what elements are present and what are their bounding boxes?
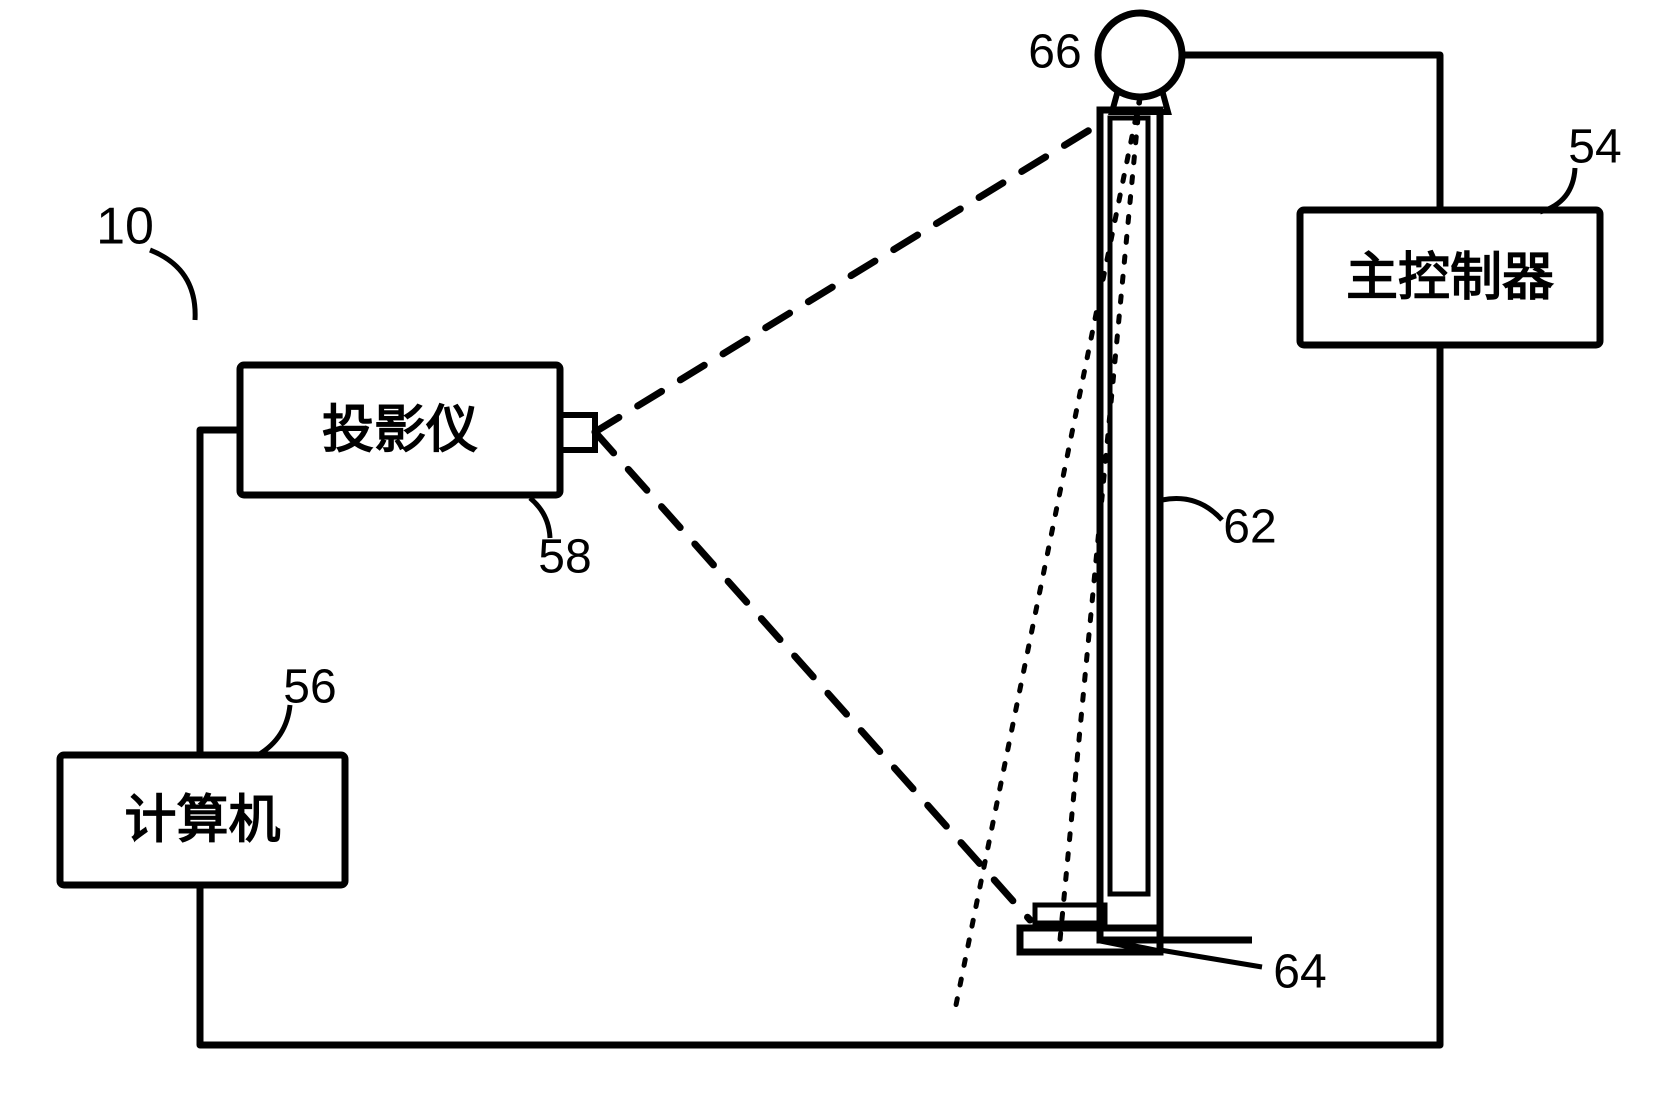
projector-label: 投影仪 <box>322 402 478 460</box>
label-controller-id: 54 <box>1568 121 1621 174</box>
projection-beam-top <box>595 120 1106 432</box>
wire-camera-controller <box>1182 55 1440 210</box>
label-camera-id: 66 <box>1028 26 1081 79</box>
projection-beam-bottom <box>595 432 1030 920</box>
callout-system-id <box>150 250 195 320</box>
label-receiver-id: 64 <box>1273 946 1326 999</box>
callout-controller-id <box>1540 168 1575 212</box>
camera-body <box>1098 13 1182 97</box>
computer-label: 计算机 <box>124 792 280 850</box>
label-system-id: 10 <box>96 198 154 256</box>
projector-lens <box>560 415 595 450</box>
label-screen-id: 62 <box>1223 501 1276 554</box>
callout-screen-id <box>1162 499 1222 520</box>
controller-label: 主控制器 <box>1346 249 1555 307</box>
receiver-inner <box>1035 905 1105 923</box>
callout-receiver-id <box>1160 950 1262 967</box>
screen-inner <box>1110 118 1148 894</box>
label-projector-id: 58 <box>538 531 591 584</box>
wire-computer-projector <box>200 430 240 755</box>
